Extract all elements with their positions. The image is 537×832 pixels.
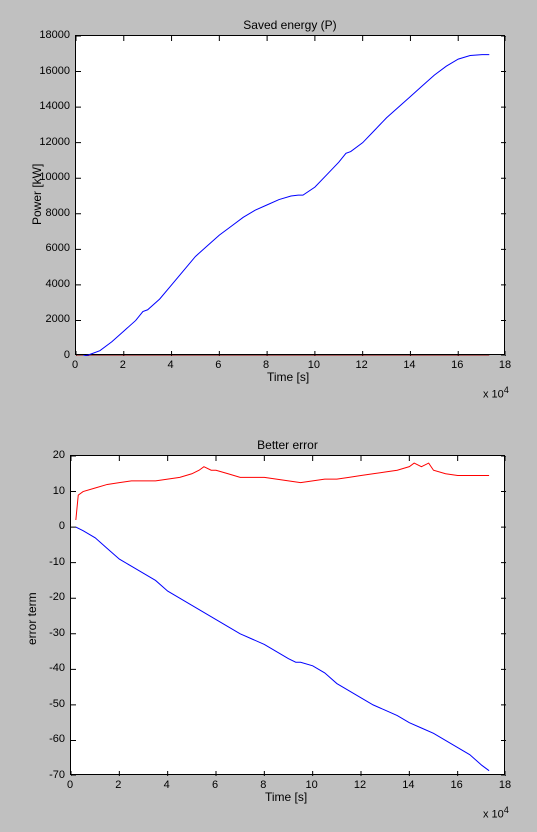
chart2-title: Better error — [70, 438, 505, 452]
x-tick-label: 6 — [215, 359, 221, 371]
y-tick-label: 10 — [25, 485, 65, 497]
y-tick-label: 0 — [30, 349, 70, 361]
x-tick-label: 8 — [260, 779, 266, 791]
chart2-svg — [71, 456, 506, 776]
y-tick-label: -40 — [25, 662, 65, 674]
chart1-plot-area — [75, 35, 505, 355]
x-tick-label: 6 — [212, 779, 218, 791]
y-tick-label: -30 — [25, 627, 65, 639]
y-tick-label: 10000 — [30, 171, 70, 183]
y-tick-label: -60 — [25, 733, 65, 745]
x-tick-label: 18 — [499, 359, 511, 371]
chart1-xlabel: Time [s] — [267, 370, 309, 384]
y-tick-label: 4000 — [30, 278, 70, 290]
chart2-x-multiplier: x 104 — [483, 805, 509, 821]
x-tick-label: 14 — [403, 359, 415, 371]
chart1-svg — [76, 36, 506, 356]
y-tick-label: 18000 — [30, 29, 70, 41]
x-tick-label: 14 — [402, 779, 414, 791]
x-tick-label: 4 — [164, 779, 170, 791]
x-tick-label: 16 — [451, 359, 463, 371]
x-tick-label: 16 — [451, 779, 463, 791]
y-tick-label: -20 — [25, 591, 65, 603]
x-tick-label: 2 — [115, 779, 121, 791]
x-tick-label: 12 — [356, 359, 368, 371]
y-tick-label: 14000 — [30, 100, 70, 112]
x-tick-label: 12 — [354, 779, 366, 791]
y-tick-label: 2000 — [30, 313, 70, 325]
y-tick-label: 0 — [25, 520, 65, 532]
x-tick-label: 4 — [167, 359, 173, 371]
y-tick-label: 16000 — [30, 65, 70, 77]
y-tick-label: -50 — [25, 698, 65, 710]
chart2-plot-area — [70, 455, 505, 775]
y-tick-label: 12000 — [30, 136, 70, 148]
y-tick-label: 6000 — [30, 242, 70, 254]
y-tick-label: 20 — [25, 449, 65, 461]
chart2-xlabel: Time [s] — [265, 790, 307, 804]
x-tick-label: 10 — [308, 359, 320, 371]
y-tick-label: 8000 — [30, 207, 70, 219]
chart1-x-multiplier: x 104 — [483, 385, 509, 401]
x-tick-label: 10 — [306, 779, 318, 791]
x-tick-label: 18 — [499, 779, 511, 791]
chart1-title: Saved energy (P) — [75, 18, 505, 32]
x-tick-label: 0 — [67, 779, 73, 791]
y-tick-label: -70 — [25, 769, 65, 781]
y-tick-label: -10 — [25, 556, 65, 568]
x-tick-label: 2 — [120, 359, 126, 371]
x-tick-label: 8 — [263, 359, 269, 371]
x-tick-label: 0 — [72, 359, 78, 371]
